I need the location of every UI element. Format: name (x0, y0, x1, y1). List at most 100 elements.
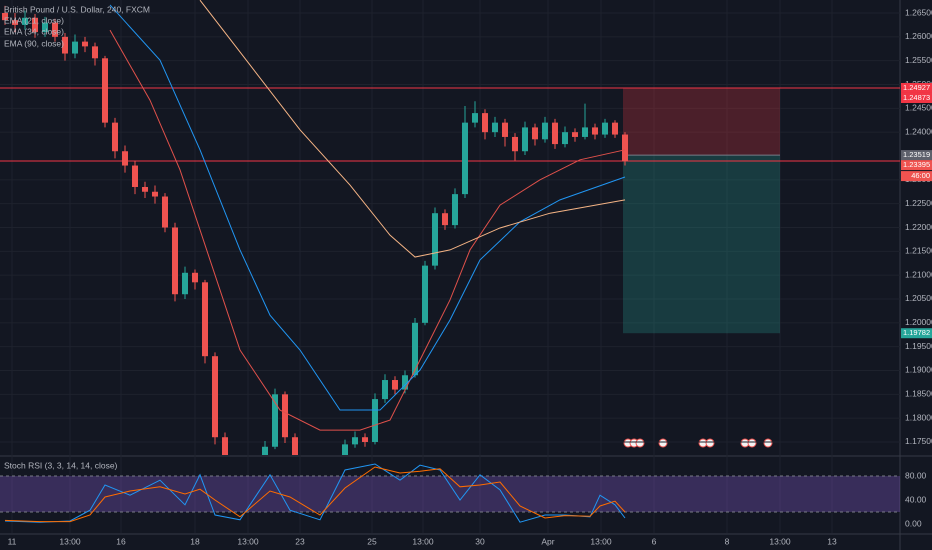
indicator-title: Stoch RSI (3, 3, 14, 14, close) (4, 460, 118, 470)
candle-body (202, 282, 208, 357)
line-series (109, 4, 626, 411)
price-label: 1.23519 (903, 150, 930, 159)
event-icons (623, 438, 773, 448)
candle-body (192, 272, 198, 283)
candle-body (392, 380, 398, 390)
candle-body (92, 46, 98, 59)
x-tick-label: 30 (475, 536, 485, 546)
candle-body (552, 122, 558, 145)
candle-body (492, 122, 498, 133)
candle-body (282, 394, 288, 438)
candle-body (112, 122, 118, 152)
candle-body (222, 437, 228, 455)
price-label: 1.19782 (903, 328, 930, 337)
price-label-box (901, 160, 932, 171)
candle-body (2, 13, 8, 21)
price-label-box (901, 92, 932, 103)
x-tick-label: 13:00 (59, 536, 81, 546)
band (0, 476, 900, 512)
candle-body (572, 132, 578, 137)
candle-body (42, 22, 48, 33)
y-tick-label: 1.20000 (905, 317, 932, 327)
candle-body (62, 36, 68, 54)
event-icon (635, 438, 645, 448)
x-tick-label: 13:00 (237, 536, 259, 546)
y-tick-label: 1.21000 (905, 269, 932, 279)
candle-body (132, 165, 138, 187)
candle-body (432, 213, 438, 266)
x-tick-label: 13 (827, 536, 837, 546)
y-tick-label: 0.00 (905, 518, 922, 528)
x-tick-label: 16 (116, 536, 126, 546)
x-tick-label: 25 (367, 536, 377, 546)
candle-body (592, 127, 598, 135)
chart-title: British Pound / U.S. Dollar, 240, FXCM (4, 4, 150, 14)
candle-body (212, 356, 218, 438)
candle-body (142, 186, 148, 192)
line-series (199, 0, 626, 258)
candle-body (412, 322, 418, 376)
y-tick-label: 1.22000 (905, 222, 932, 232)
candle-body (452, 194, 458, 226)
candle-body (162, 196, 168, 228)
candle-body (402, 375, 408, 390)
candle-body (182, 272, 188, 295)
candle-body (612, 122, 618, 135)
event-icon (763, 438, 773, 448)
x-tick-label: 6 (652, 536, 657, 546)
legend-entry: EMA (21, close) (4, 15, 64, 25)
stop-zone (623, 87, 780, 156)
candle-body (72, 41, 78, 54)
y-tick-label: 80.00 (905, 470, 927, 480)
price-label: 1.24873 (903, 93, 930, 102)
candle-body (582, 127, 588, 137)
candle-body (442, 213, 448, 226)
candle-body (52, 22, 58, 37)
y-tick-label: 1.18500 (905, 389, 932, 399)
candle-body (422, 265, 428, 323)
x-tick-label: 23 (295, 536, 305, 546)
candles (2, 5, 628, 455)
x-tick-label: Apr (541, 536, 554, 546)
candle-body (512, 136, 518, 152)
event-icon (747, 438, 757, 448)
candle-body (32, 17, 38, 33)
legend-entry: EMA (90, close) (4, 38, 64, 48)
price-label-box (901, 328, 932, 339)
price-label-box (901, 82, 932, 93)
candle-body (372, 399, 378, 442)
target-zone (623, 155, 780, 334)
candle-body (532, 127, 538, 140)
candle-body (462, 122, 468, 195)
line-series (109, 29, 626, 431)
candle-body (82, 41, 88, 47)
price-label: 1.23395 (903, 160, 930, 169)
countdown: 46:00 (911, 171, 930, 180)
line-series (4, 466, 626, 523)
price-label-box (901, 150, 932, 161)
candle-body (102, 58, 108, 123)
x-tick-label: 13:00 (590, 536, 612, 546)
candle-body (382, 380, 388, 400)
legend-entry: EMA (34, close) (4, 26, 64, 36)
y-tick-label: 1.24500 (905, 103, 932, 113)
y-tick-label: 1.22500 (905, 198, 932, 208)
x-tick-label: 18 (190, 536, 200, 546)
y-tick-label: 1.21500 (905, 246, 932, 256)
y-tick-label: 1.25500 (905, 55, 932, 65)
candle-body (502, 122, 508, 137)
y-tick-label: 1.19000 (905, 365, 932, 375)
x-tick-label: 8 (725, 536, 730, 546)
candle-body (352, 437, 358, 445)
y-tick-label: 1.26500 (905, 7, 932, 17)
candle-body (602, 122, 608, 135)
candle-body (292, 437, 298, 455)
candle-body (622, 134, 628, 162)
candle-body (272, 394, 278, 447)
event-icon (658, 438, 668, 448)
y-tick-label: 1.18000 (905, 412, 932, 422)
candle-body (172, 227, 178, 295)
y-tick-label: 1.19500 (905, 341, 932, 351)
candle-body (362, 437, 368, 442)
